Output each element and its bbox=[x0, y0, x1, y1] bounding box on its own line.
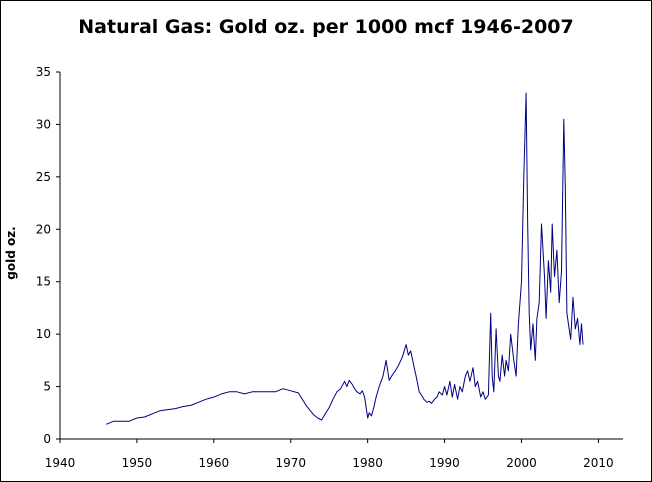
x-tick-label: 2010 bbox=[583, 456, 614, 470]
x-tick-label: 1980 bbox=[352, 456, 383, 470]
y-tick-label: 15 bbox=[36, 275, 51, 289]
y-tick-label: 20 bbox=[36, 222, 51, 236]
ticks: 0 5 10 15 20 25 30 35 1940 1950 1960 1970 1980 1990 20… bbox=[36, 65, 614, 470]
x-tick-label: 1970 bbox=[275, 456, 306, 470]
series-group bbox=[105, 92, 584, 425]
y-tick-label: 30 bbox=[36, 117, 51, 131]
x-tick-label: 1940 bbox=[45, 456, 76, 470]
y-tick-label: 25 bbox=[36, 170, 51, 184]
y-tick-label: 0 bbox=[43, 432, 51, 446]
x-tick-label: 1960 bbox=[199, 456, 230, 470]
chart-title: Natural Gas: Gold oz. per 1000 mcf 1946-… bbox=[78, 16, 574, 38]
x-tick-label: 1950 bbox=[122, 456, 153, 470]
axes bbox=[59, 72, 623, 440]
y-tick-label: 10 bbox=[36, 327, 51, 341]
y-tick-label: 35 bbox=[36, 65, 51, 79]
x-tick-label: 2000 bbox=[506, 456, 537, 470]
x-tick-label: 1990 bbox=[429, 456, 460, 470]
series-line bbox=[105, 92, 584, 425]
y-tick-label: 5 bbox=[43, 380, 51, 394]
